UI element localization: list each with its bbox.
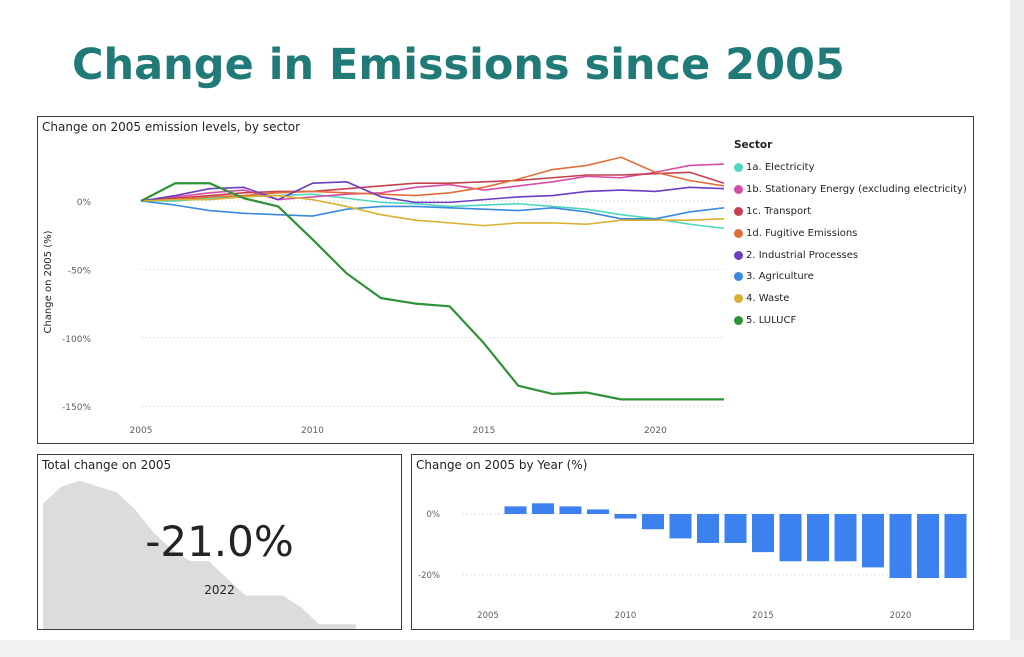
bar-x-tick-label: 2015 [752, 611, 774, 621]
legend-label: 1a. Electricity [746, 162, 815, 174]
total-change-area-chart [43, 480, 356, 629]
legend-item[interactable]: 3. Agriculture [734, 266, 967, 288]
window-edge [1010, 0, 1024, 657]
bar-x-tick-label: 2005 [477, 611, 499, 621]
x-tick-label: 2010 [301, 426, 324, 436]
yearly-change-bar-chart: 0% -20% 2005 2010 2015 2020 [418, 503, 969, 621]
legend-dot [734, 206, 743, 216]
series-line [140, 200, 725, 220]
legend-item[interactable]: 5. LULUCF [734, 310, 967, 332]
legend-items: 1a. Electricity 1b. Stationary Energy (ex… [734, 157, 967, 331]
bar [559, 506, 582, 514]
bar [614, 514, 637, 519]
y-tick-label: -50% [68, 266, 92, 276]
kpi-area [43, 480, 356, 629]
legend-label: 1b. Stationary Energy (excluding electri… [746, 184, 967, 196]
legend-label: 1c. Transport [746, 205, 812, 217]
bar [724, 514, 747, 543]
x-tick-label: 2020 [644, 426, 667, 436]
sector-legend: Sector 1a. Electricity 1b. Stationary Ene… [734, 139, 967, 331]
legend-dot [734, 294, 743, 304]
legend-label: 2. Industrial Processes [746, 249, 859, 261]
sector-line-chart: 0% -50% -100% -150% 2005 2010 2015 2020 Change o… [43, 156, 725, 436]
legend-dot [734, 315, 743, 325]
series-line [140, 194, 725, 227]
bar [669, 514, 692, 539]
legend-label: 3. Agriculture [746, 271, 814, 283]
bar [889, 514, 912, 579]
legend-dot [734, 163, 743, 173]
y-tick-label: -100% [62, 335, 91, 345]
legend-item[interactable]: 2. Industrial Processes [734, 244, 967, 266]
page-title: Change in Emissions since 2005 [72, 40, 845, 90]
bar-x-tick-label: 2010 [615, 611, 637, 621]
legend-item[interactable]: 1a. Electricity [734, 157, 967, 179]
bar [697, 514, 719, 543]
bar-y-tick-label: -20% [418, 571, 440, 581]
legend-dot [734, 185, 743, 195]
legend-dot [734, 250, 743, 260]
bar [807, 514, 829, 562]
legend-item[interactable]: 1b. Stationary Energy (excluding electri… [734, 179, 967, 201]
bar [642, 514, 664, 530]
bar [917, 514, 939, 579]
kpi-title: Total change on 2005 [42, 458, 172, 472]
bar-y-tick-label: 0% [427, 510, 441, 520]
legend-item[interactable]: 1d. Fugitive Emissions [734, 222, 967, 244]
legend-label: 1d. Fugitive Emissions [746, 227, 858, 239]
series-line [140, 171, 725, 202]
x-tick-label: 2005 [130, 426, 153, 436]
bar [834, 514, 857, 562]
yearly-change-bar-chart-panel[interactable]: Change on 2005 by Year (%) 0% -20% 2005 201… [411, 454, 974, 630]
legend-item[interactable]: 4. Waste [734, 288, 967, 310]
series-line [141, 193, 725, 230]
series-line [140, 182, 724, 401]
series-line [140, 181, 725, 204]
y-tick-label: -150% [62, 403, 91, 413]
bar-x-tick-label: 2020 [890, 611, 912, 621]
bar [944, 514, 967, 579]
bar [752, 514, 774, 553]
legend-label: 4. Waste [746, 293, 790, 305]
sector-line-chart-panel[interactable]: Change on 2005 emission levels, by secto… [37, 116, 974, 444]
line-chart-title: Change on 2005 emission levels, by secto… [42, 120, 301, 134]
window-bottom-edge [0, 640, 1024, 657]
y-tick-label: 0% [77, 198, 92, 208]
legend-item[interactable]: 1c. Transport [734, 201, 967, 223]
legend-label: 5. LULUCF [746, 314, 797, 326]
kpi-year: 2022 [204, 583, 235, 597]
legend-dot [734, 272, 743, 282]
total-change-kpi-panel[interactable]: Total change on 2005 -21.0% 2022 [37, 454, 402, 630]
kpi-value: -21.0% [145, 517, 294, 566]
bar [504, 506, 527, 514]
bar-chart-title: Change on 2005 by Year (%) [416, 458, 588, 472]
series-line [140, 163, 725, 202]
legend-title: Sector [734, 139, 773, 151]
bar [532, 503, 554, 514]
legend-dot [734, 228, 743, 238]
y-axis-label: Change on 2005 (%) [43, 230, 54, 333]
bar [862, 514, 884, 568]
x-tick-label: 2015 [472, 426, 495, 436]
bar [587, 509, 609, 514]
bar [779, 514, 802, 562]
